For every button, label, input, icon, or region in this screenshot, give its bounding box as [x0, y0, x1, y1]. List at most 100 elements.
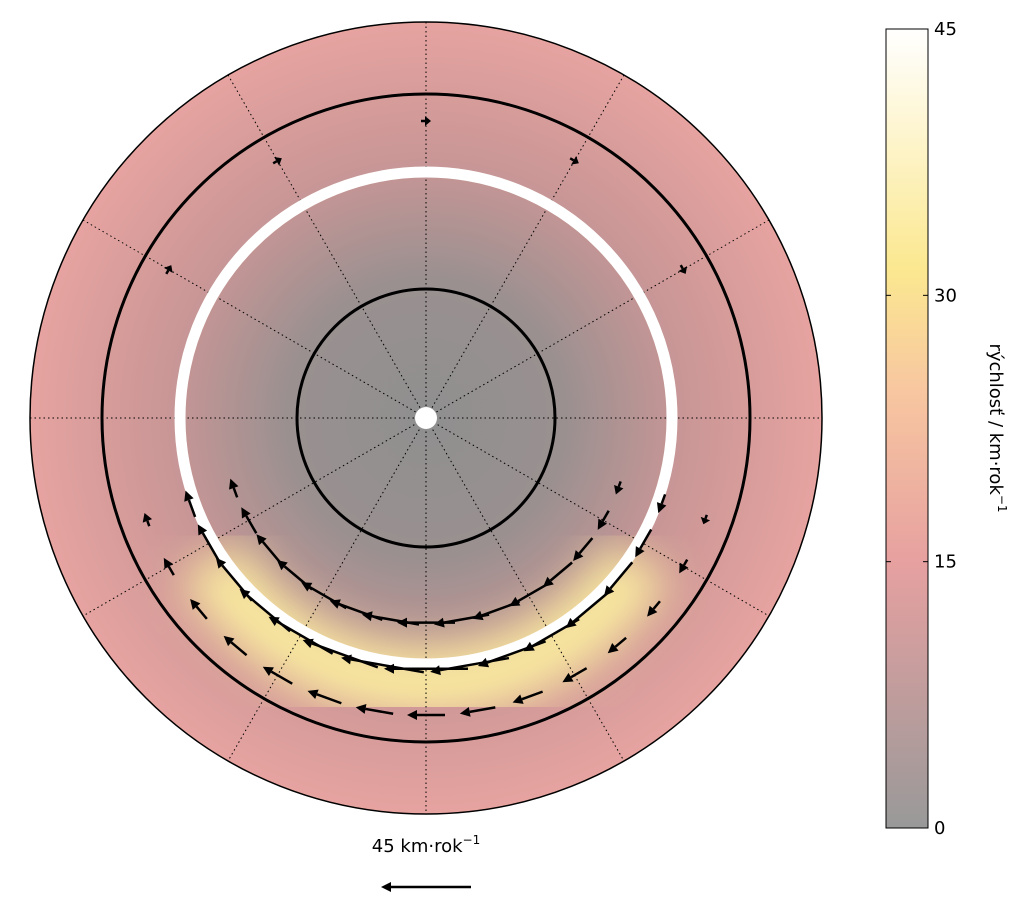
- arrow-head: [565, 617, 577, 629]
- arrow-head: [425, 116, 431, 126]
- arrow-shaft: [569, 157, 575, 162]
- vector-field: [142, 116, 711, 720]
- arrow-shaft: [365, 707, 394, 716]
- arrow-shaft: [195, 605, 208, 620]
- arrow-head: [274, 156, 282, 166]
- latitude-circle: [295, 287, 557, 549]
- arrow-shaft: [704, 514, 708, 520]
- arrow-shaft: [201, 532, 221, 564]
- arrow-shaft: [572, 591, 610, 623]
- velocity-arrow: [459, 706, 496, 717]
- velocity-arrow: [607, 636, 627, 654]
- arrow-shaft: [549, 561, 573, 582]
- velocity-arrow: [272, 156, 282, 166]
- scale-arrow-mark: [381, 882, 471, 892]
- scale-unit-sup: −1: [463, 833, 481, 847]
- scale-unit: km·rok: [400, 836, 463, 857]
- scale-arrow: [381, 882, 471, 892]
- white-circle: [174, 166, 678, 670]
- arrow-head: [430, 665, 441, 676]
- arrow-shaft: [639, 528, 653, 550]
- arrow-head: [197, 524, 208, 536]
- arrow-shaft: [517, 583, 548, 603]
- arrow-shaft: [682, 558, 689, 566]
- arrow-shaft: [270, 670, 293, 685]
- velocity-arrow: [142, 513, 153, 527]
- arrow-head: [301, 582, 313, 592]
- velocity-arrow: [163, 557, 175, 576]
- velocity-arrow: [647, 600, 661, 617]
- arrow-shaft: [165, 269, 170, 275]
- speed-band: [179, 541, 671, 718]
- arrow-head: [542, 576, 554, 587]
- velocity-arrow: [656, 493, 667, 514]
- arrow-head: [307, 689, 319, 700]
- velocity-arrow: [262, 666, 293, 685]
- velocity-arrow: [678, 264, 688, 274]
- arrow-head: [229, 478, 239, 490]
- velocity-arrow: [241, 507, 258, 534]
- velocity-arrow: [700, 514, 711, 525]
- arrow-head: [355, 704, 367, 714]
- arrow-head: [241, 507, 251, 519]
- arrow-shaft: [187, 499, 197, 518]
- velocity-arrow: [407, 710, 445, 720]
- arrow-shaft: [660, 493, 667, 505]
- colorbar-label-text: rýchlosť / km·rok: [985, 343, 1006, 495]
- arrow-head: [268, 616, 280, 627]
- arrow-shaft: [167, 565, 175, 576]
- arrow-shaft: [232, 487, 239, 498]
- velocity-arrow: [190, 598, 208, 620]
- scale-label: 45 km·rok−1: [372, 833, 480, 857]
- scale-value: 45: [372, 836, 395, 857]
- arrow-head: [523, 641, 535, 652]
- arrow-head: [302, 638, 314, 649]
- colorbar-ticks: 0 15 30 45: [886, 19, 957, 839]
- velocity-arrow: [542, 561, 573, 587]
- arrow-head: [433, 617, 445, 628]
- arrow-head: [597, 518, 608, 530]
- velocity-arrow: [307, 689, 342, 705]
- arrow-head: [262, 666, 274, 677]
- arrow-shaft: [350, 658, 425, 674]
- colorbar: [885, 28, 929, 829]
- arrow-shaft: [617, 480, 622, 488]
- arrow-shaft: [601, 510, 610, 522]
- arrow-shaft: [679, 264, 684, 270]
- arrow-head: [459, 706, 471, 717]
- arrow-head: [477, 657, 490, 668]
- arrow-head: [361, 611, 373, 622]
- arrow-head: [239, 588, 251, 600]
- arrow-head: [614, 484, 624, 495]
- colorbar-label-sup: −1: [995, 495, 1009, 513]
- arrow-head: [256, 534, 267, 546]
- arrow-shaft: [146, 520, 151, 527]
- velocity-arrow: [569, 155, 579, 165]
- velocity-arrow: [341, 654, 425, 674]
- latitude-circle: [100, 92, 752, 744]
- arrow-shaft: [652, 600, 661, 610]
- arrow-shaft: [245, 515, 258, 534]
- velocity-arrow: [184, 490, 197, 518]
- pole-marker: [415, 407, 437, 429]
- arrow-head: [512, 694, 524, 704]
- velocity-arrow: [223, 635, 248, 657]
- arrow-shaft: [614, 636, 627, 648]
- arrow-head: [607, 642, 619, 654]
- velocity-arrow: [229, 478, 239, 498]
- arrow-head: [190, 598, 201, 610]
- colorbar-label: rýchlosť / km·rok−1: [985, 343, 1009, 512]
- arrow-head: [679, 562, 689, 574]
- arrow-head: [163, 265, 173, 273]
- arrow-head: [678, 266, 688, 274]
- velocity-arrow: [197, 524, 221, 564]
- velocity-arrow: [614, 480, 624, 495]
- arrow-head: [562, 672, 574, 683]
- map-border: [29, 21, 823, 815]
- arrow-head: [573, 550, 584, 562]
- arrow-head: [509, 596, 521, 607]
- colorbar-tick-label: 45: [934, 19, 957, 40]
- arrow-shaft: [578, 537, 594, 555]
- arrow-shaft: [469, 706, 496, 714]
